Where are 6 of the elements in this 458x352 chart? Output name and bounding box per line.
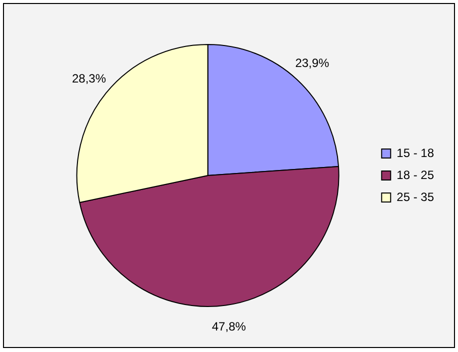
data-label: 23,9% bbox=[295, 56, 330, 70]
legend-label: 18 - 25 bbox=[396, 168, 434, 182]
legend-label: 25 - 35 bbox=[396, 190, 434, 204]
legend-label: 15 - 18 bbox=[396, 146, 434, 160]
data-label: 47,8% bbox=[212, 319, 246, 334]
data-label: 28,3% bbox=[72, 71, 106, 86]
